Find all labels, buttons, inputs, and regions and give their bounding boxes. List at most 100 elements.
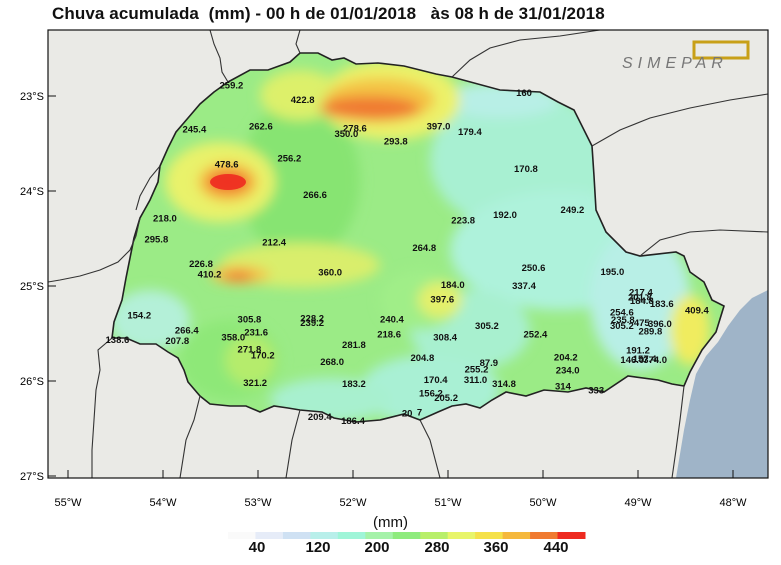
svg-text:SIMEPAR: SIMEPAR	[622, 55, 728, 72]
colorbar-swatch	[447, 532, 476, 539]
y-tick-label: 23°S	[20, 91, 44, 103]
y-tick-label: 24°S	[20, 186, 44, 198]
simepar-logo: SIMEPAR	[622, 40, 750, 72]
station-value: 252.4	[524, 329, 548, 340]
station-value: 249.2	[561, 205, 585, 216]
colorbar-swatch	[530, 532, 559, 539]
station-value: 226.8	[189, 259, 213, 270]
x-tick-label: 53°W	[244, 497, 272, 509]
x-tick-label: 49°W	[624, 497, 652, 509]
x-tick-label: 48°W	[719, 497, 747, 509]
station-value: 397.6	[430, 294, 454, 305]
colorbar-label: 280	[424, 539, 450, 556]
colorbar-swatch	[365, 532, 394, 539]
station-value: 20	[402, 408, 413, 419]
station-value: 179.4	[458, 127, 482, 138]
station-value: 293.8	[384, 137, 408, 148]
colorbar-swatch	[337, 532, 366, 539]
station-value: 231.6	[244, 328, 268, 339]
station-value: 350.0	[334, 129, 358, 140]
station-value: 234.0	[556, 366, 580, 377]
station-value: 183.6	[650, 299, 674, 310]
x-tick-label: 52°W	[339, 497, 367, 509]
station-value: 409.4	[685, 306, 709, 317]
station-value: 235.8	[611, 315, 635, 326]
station-value: 278.6	[343, 123, 367, 134]
colorbar-swatch	[420, 532, 449, 539]
station-value: 268.0	[320, 357, 344, 368]
station-value: 170.8	[514, 164, 538, 175]
x-tick-label: 54°W	[149, 497, 177, 509]
axis-ticks: 23°S 24°S 25°S 26°S 27°S 55°W 54°W 53°W 52°W 51°W…	[20, 91, 747, 509]
station-value: 184.0	[441, 280, 465, 291]
colorbar-label: 40	[248, 539, 266, 556]
state-boundary	[111, 52, 725, 423]
station-value: 223.8	[451, 215, 475, 226]
station-value: 475	[634, 318, 651, 329]
station-value: 305.2	[475, 321, 499, 332]
colorbar-swatch	[502, 532, 531, 539]
station-value: 138.6	[106, 335, 130, 346]
station-value: 183.2	[342, 379, 366, 390]
ocean	[676, 290, 768, 478]
colorbar-label: 120	[305, 539, 331, 556]
station-value: 478.6	[215, 159, 239, 170]
station-value: 240.4	[380, 314, 404, 325]
station-value: 170.2	[251, 350, 275, 361]
y-tick-label: 27°S	[20, 471, 44, 483]
station-value: 308.4	[433, 332, 457, 343]
colorbar-label: 440	[543, 539, 569, 556]
station-value: 186.4	[341, 416, 365, 427]
map-title: Chuva acumulada (mm) - 00 h de 01/01/201…	[52, 4, 605, 23]
x-tick-label: 55°W	[54, 497, 82, 509]
colorbar-swatch	[282, 532, 311, 539]
colorbar-swatch	[228, 532, 256, 539]
station-value: 160	[516, 88, 532, 99]
station-value: 255.2	[465, 365, 489, 376]
station-value: 7	[417, 407, 422, 418]
colorbar-swatch	[255, 532, 284, 539]
y-tick-label: 25°S	[20, 281, 44, 293]
station-value: 170.4	[424, 375, 448, 386]
station-value: 254.6	[610, 308, 634, 319]
x-tick-label: 51°W	[434, 497, 462, 509]
station-value: 191.2	[626, 346, 650, 357]
station-value: 374.0	[643, 355, 667, 366]
station-value: 259.2	[220, 81, 244, 92]
station-value: 205.2	[434, 393, 458, 404]
station-value: 207.8	[165, 336, 189, 347]
station-value: 157.4	[633, 354, 657, 365]
colorbar-swatch	[392, 532, 421, 539]
map-frame	[47, 29, 769, 479]
station-value: 281.8	[342, 340, 366, 351]
station-value: 87.9	[480, 358, 499, 369]
station-value: 337.4	[512, 281, 536, 292]
station-value: 146.0	[620, 355, 644, 366]
station-value: 218.0	[153, 214, 177, 225]
station-value: 204.2	[554, 352, 578, 363]
station-value: 228.2	[300, 313, 324, 324]
neighbor-borders	[48, 30, 768, 478]
colorbar-swatch	[310, 532, 339, 539]
station-value: 204.8	[410, 353, 434, 364]
colorbar	[228, 532, 586, 539]
station-value: 154.2	[127, 310, 151, 321]
colorbar-label: 200	[364, 539, 390, 556]
colorbar-label: 360	[483, 539, 509, 556]
station-value: 358.0	[221, 332, 245, 343]
station-value: 410.2	[198, 270, 222, 281]
station-value: 245.4	[182, 124, 206, 135]
station-value: 195.0	[600, 267, 624, 278]
station-value: 266.4	[175, 326, 199, 337]
station-value: 396.0	[648, 319, 672, 330]
station-value: 314.8	[492, 379, 516, 390]
station-value: 295.8	[144, 234, 168, 245]
station-value: 256.2	[277, 154, 301, 165]
station-value: 192.0	[493, 210, 517, 221]
station-value: 217.4	[629, 288, 653, 299]
station-value: 262.6	[249, 121, 273, 132]
station-value: 264.8	[412, 243, 436, 254]
station-value: 209.4	[308, 412, 332, 423]
